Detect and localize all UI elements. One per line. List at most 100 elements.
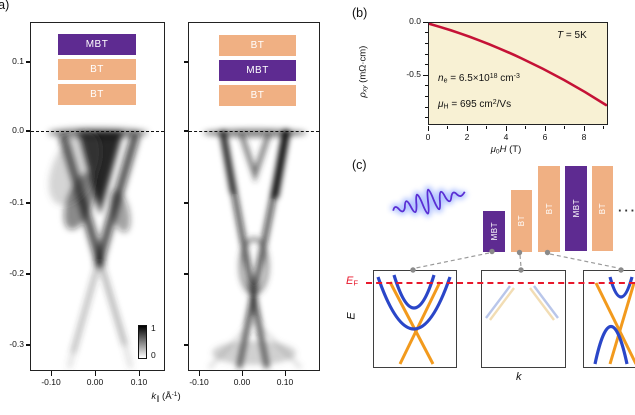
mobility-annotation: μH = 695 cm2/Vs xyxy=(438,99,511,110)
stack-layer: MBT xyxy=(219,60,296,81)
x-axis-unit-exponent: -1 xyxy=(171,391,178,399)
x-minor-tick xyxy=(486,126,487,129)
x-minor-tick xyxy=(603,126,604,129)
hall-curve xyxy=(429,23,607,107)
mobility-exponent: 2 xyxy=(492,99,497,107)
y-minor-tick xyxy=(425,54,428,55)
y-tick xyxy=(25,202,30,204)
layer-bar-bt: BT xyxy=(538,166,560,252)
y-tick xyxy=(25,273,30,275)
x-tick-label: 6 xyxy=(542,132,548,142)
arpes-map-right xyxy=(203,128,307,370)
stack-layer: BT xyxy=(58,59,136,80)
fermi-subscript: F xyxy=(353,278,359,288)
band-curves-bt xyxy=(485,285,559,321)
arpes-map-left xyxy=(48,128,148,369)
y-tick xyxy=(183,61,188,63)
x-minor-tick xyxy=(447,126,448,129)
stack-layer-label: BT xyxy=(250,40,265,51)
hall-plot: T = 5K ne = 6.5×1018 cm-3 μH = 695 cm2/V… xyxy=(428,22,608,125)
layer-bar-label: BT xyxy=(544,203,554,215)
stack-layer-label: BT xyxy=(250,90,265,101)
y-minor-tick xyxy=(425,32,428,33)
fermi-level-label: EF xyxy=(346,275,358,288)
band-diagram-interior xyxy=(583,270,635,368)
stack-layer: BT xyxy=(219,35,296,56)
momentum-axis-label: k xyxy=(516,371,522,383)
stack-layer-label: BT xyxy=(90,64,104,75)
x-tick xyxy=(94,371,96,376)
continuation-dots: ··· xyxy=(618,203,635,218)
energy-axis-label: E xyxy=(345,312,358,320)
field-subscript: 0 xyxy=(495,148,500,156)
x-tick-label: 0 xyxy=(425,132,431,142)
temperature-annotation: T = 5K xyxy=(557,30,587,41)
x-tick xyxy=(505,126,507,131)
field-H: H xyxy=(499,144,507,155)
x-tick xyxy=(241,371,243,376)
rho-symbol: ρ xyxy=(357,92,369,98)
stack-layer-label: BT xyxy=(90,89,104,100)
colorbar-min: 0 xyxy=(151,350,156,360)
panel-b-label: (b) xyxy=(352,6,368,20)
x-tick xyxy=(138,371,140,376)
stack-layer: BT xyxy=(58,84,136,105)
stack-layer-label: MBT xyxy=(246,65,269,76)
y-minor-tick xyxy=(425,85,428,86)
carrier-value: = 6.5×10 xyxy=(447,73,490,84)
layer-bar-bt: BT xyxy=(511,190,532,252)
temperature-symbol: T xyxy=(557,30,564,41)
x-tick xyxy=(427,126,429,131)
carrier-symbol: n xyxy=(438,73,444,84)
x-tick xyxy=(583,126,585,131)
x-tick-label: 8 xyxy=(581,132,587,142)
arpes-plot-left: MBT BT BT 1 0 xyxy=(30,22,165,371)
rho-subscript: xy xyxy=(361,85,369,93)
mobility-unit: /Vs xyxy=(496,99,512,110)
fermi-symbol: E xyxy=(346,275,354,287)
y-minor-tick xyxy=(425,64,428,65)
x-tick xyxy=(198,371,200,376)
layer-bar-label: BT xyxy=(517,215,526,227)
rho-unit: (mΩ·cm) xyxy=(357,45,369,86)
colorbar-max: 1 xyxy=(151,323,156,333)
layer-bar-mbt: MBT xyxy=(565,166,587,251)
light-pulse-icon xyxy=(389,186,468,218)
carrier-unit-exponent: -3 xyxy=(513,73,520,81)
x-axis-unit: (Å xyxy=(159,391,172,402)
carrier-subscript: e xyxy=(443,77,448,85)
x-tick-label: 2 xyxy=(464,132,470,142)
y-tick-label: -0.5 xyxy=(406,69,421,79)
x-tick-label: 4 xyxy=(503,132,509,142)
temperature-value: = 5K xyxy=(563,30,587,41)
y-tick xyxy=(183,202,188,204)
x-axis-unit-close: ) xyxy=(177,391,181,402)
x-tick xyxy=(50,371,52,376)
y-tick-label: 0.1 xyxy=(12,56,24,66)
band-diagram-bt xyxy=(481,270,566,368)
y-minor-tick xyxy=(425,43,428,44)
y-tick-label: 0.0 xyxy=(409,16,421,26)
x-tick xyxy=(284,371,286,376)
x-tick xyxy=(466,126,468,131)
y-tick xyxy=(423,21,428,23)
layer-bar-bt: BT xyxy=(592,166,613,251)
colorbar xyxy=(138,325,147,359)
stack-layer: MBT xyxy=(58,34,136,55)
x-tick-label: 0.10 xyxy=(276,377,294,387)
y-tick xyxy=(25,344,30,346)
x-axis-subscript: ∥ xyxy=(156,395,160,403)
y-minor-tick xyxy=(425,117,428,118)
layer-bar-label: MBT xyxy=(489,222,499,241)
y-tick xyxy=(25,130,30,132)
x-tick-label: -0.10 xyxy=(189,377,209,387)
x-axis-symbol: k xyxy=(151,391,157,402)
y-axis-label-b: ρxy (mΩ·cm) xyxy=(357,22,368,122)
x-tick-label: 0.00 xyxy=(233,377,251,387)
arpes-plot-right: BT MBT BT xyxy=(188,22,320,371)
layer-bar-label: MBT xyxy=(571,199,581,218)
carrier-exponent: 18 xyxy=(489,73,498,81)
y-tick xyxy=(423,74,428,76)
y-tick xyxy=(183,344,188,346)
